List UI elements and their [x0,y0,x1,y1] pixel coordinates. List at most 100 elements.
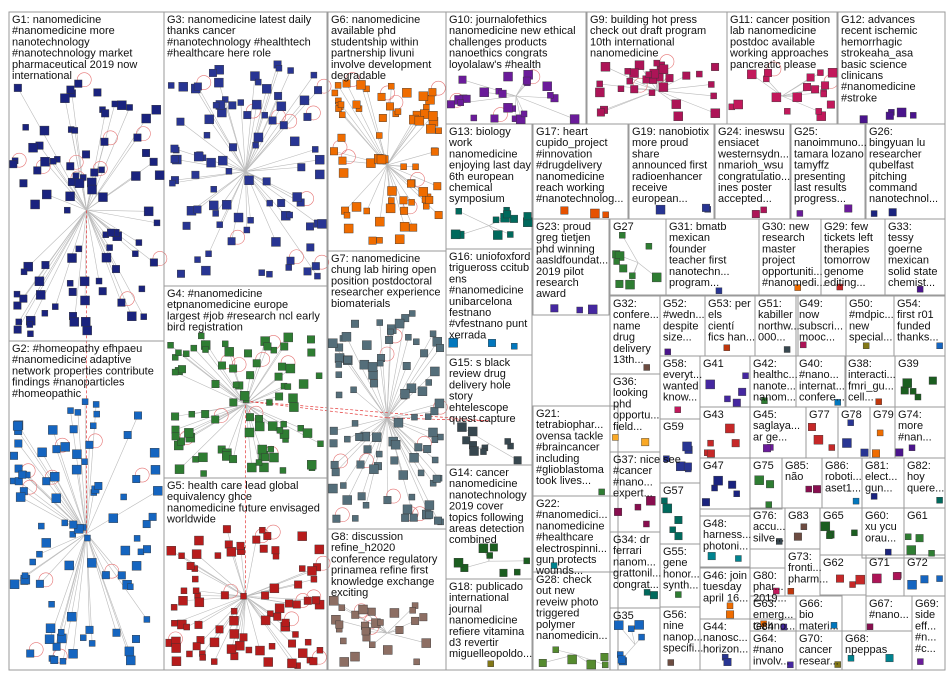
group-label-line: international [12,70,72,82]
group-label-line: northw... [758,320,800,332]
group-label-line: worldwide [166,514,216,526]
user-node [329,596,339,606]
user-node [723,658,732,666]
user-node [299,565,306,572]
user-node [274,91,283,100]
user-node [595,87,605,98]
user-node [258,269,265,276]
edge [366,164,388,212]
group-label-line: nanomedicine [449,615,518,627]
group-label-line: #glioblastoma [536,464,605,476]
user-node [888,208,897,217]
user-node [658,82,669,92]
edge [245,88,268,172]
user-node [387,186,397,196]
user-node [285,599,293,608]
user-node [615,279,624,288]
user-node [246,371,255,380]
user-node [723,344,731,351]
group-label-line: subscri... [799,320,843,332]
user-node [342,79,351,88]
user-node [211,380,220,388]
user-node [395,626,404,634]
user-node [171,643,181,653]
group-label-line: story [449,391,473,403]
user-node [428,111,438,121]
user-node [266,399,273,406]
edge [245,385,285,405]
user-node [784,108,791,115]
group-label-line: orau... [865,532,896,544]
user-node [310,71,318,79]
user-node [588,304,598,315]
user-node [434,516,442,525]
group-label-g18: G18: publicado international journal nanome… [448,581,532,660]
user-node [796,210,804,217]
user-node [834,661,841,668]
user-node [432,474,441,483]
user-node [711,62,720,71]
edge [781,77,811,97]
group-label-line: congrat... [613,579,659,591]
edge [353,389,388,419]
group-label-line: G50: [849,298,873,310]
user-node [184,428,194,438]
group-label-line: available phd [331,25,396,37]
group-label-line: ferrari [613,545,642,557]
group-label-line: equivalency ghce [167,491,252,503]
edge [213,596,246,662]
user-node [266,199,273,207]
user-node [67,253,77,263]
group-label-line: lab nanomedicine [730,25,816,37]
edge [245,76,256,172]
user-node [93,88,102,97]
user-node [307,566,317,576]
group-label-line: G23: proud [536,221,591,233]
user-node [836,283,844,291]
user-node [23,261,33,272]
user-node [186,650,193,658]
group-label-line: healthc... [753,369,798,381]
user-node [274,372,283,381]
user-node [169,179,176,187]
group-label-line: G60: [865,510,889,522]
user-node [728,480,737,489]
group-label-line: nanotechnol... [869,193,938,205]
group-label-g77: G77 [809,409,830,421]
self-loop [282,113,298,129]
user-node [263,657,273,667]
user-node [907,580,917,590]
group-label-line: nanomedicine [590,48,659,60]
user-node [733,490,740,498]
group-label-line: G82: [907,460,931,472]
user-node [520,110,528,118]
user-node [149,448,160,458]
cross-group-edge [245,400,490,422]
group-label-line: G2: #homeopathy efhpaeu [12,343,142,355]
user-node [862,342,870,349]
group-label-line: nanop... [663,631,703,643]
user-node [917,658,924,665]
group-label-line: G78 [841,409,862,421]
group-label-line: photoni... [703,540,748,552]
group-label-line: els [708,309,723,321]
user-node [870,210,878,217]
user-node [916,286,924,293]
edge [18,209,87,323]
edge [386,337,409,419]
edge [86,444,90,534]
edge [86,137,138,211]
group-label-g32: G32: confere... name drug delivery 13th... [613,298,659,366]
user-node [385,335,394,344]
group-label-line: nanomedicine [449,478,518,490]
self-loop [88,433,103,449]
user-node [74,79,83,88]
user-node [383,496,392,505]
user-node [69,425,78,434]
group-label-line: areas detection [449,523,524,535]
group-label-g24: G24: ineswsu ensiacet westernsydn... nmario… [717,126,790,205]
user-node [314,544,325,555]
group-label-line: pitching [869,171,907,183]
user-node [82,325,92,336]
user-node [351,420,359,427]
